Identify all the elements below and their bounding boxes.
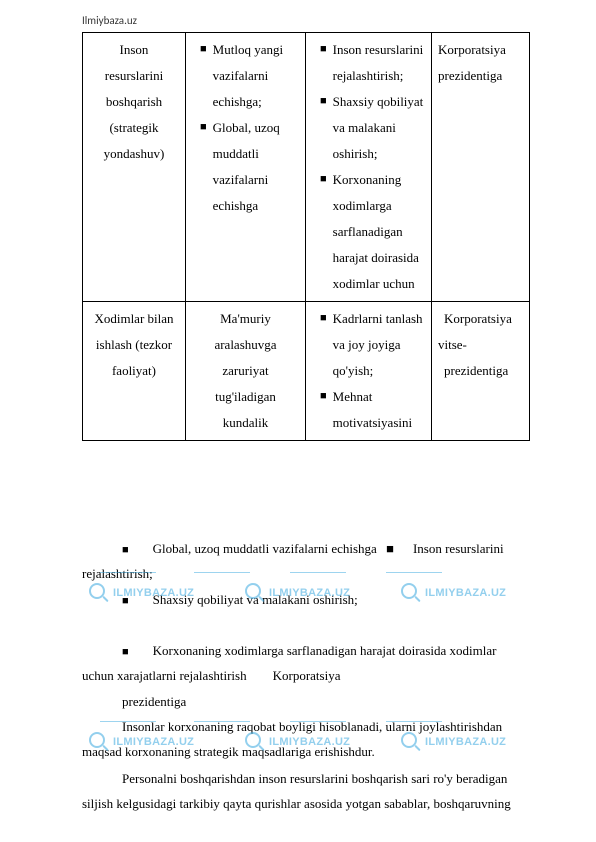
text: Korporatsiya: [273, 668, 341, 683]
cell-r1c4: Korporatsiya prezidentiga: [432, 33, 530, 302]
search-icon: [400, 731, 422, 753]
page-header: Ilmiybaza.uz: [82, 14, 137, 27]
watermark-text: ILMIYBAZA.UZ: [425, 736, 506, 748]
bullet-icon: ■: [320, 89, 327, 114]
watermark-text: ILMIYBAZA.UZ: [269, 587, 350, 599]
bullet-item: ■Shaxsiy qobiliyat va malakani oshirish;: [312, 89, 425, 167]
cell-line: prezidentiga: [438, 63, 523, 89]
cell-line: (strategik: [89, 115, 179, 141]
search-icon: [244, 582, 266, 604]
watermark: ILMIYBAZA.UZ: [244, 731, 350, 753]
bullet-text: Shaxsiy qobiliyat va malakani oshirish;: [333, 89, 425, 167]
bullet-text: Inson resurslarini rejalashtirish;: [333, 37, 425, 89]
cell-line: Xodimlar bilan: [89, 306, 179, 332]
cell-r1c1: Inson resurslarini boshqarish (strategik…: [83, 33, 186, 302]
cell-line: faoliyat): [89, 358, 179, 384]
bullet-text: Global, uzoq muddatli vazifalarni echish…: [213, 115, 299, 219]
text: Global, uzoq muddatli vazifalarni echish…: [153, 541, 377, 556]
bullet-item: ■Mehnat motivatsiyasini: [312, 384, 425, 436]
bullet-item: ■Inson resurslarini rejalashtirish;: [312, 37, 425, 89]
bullet-item: ■Kadrlarni tanlash va joy joyiga qo'yish…: [312, 306, 425, 384]
watermark-line: [194, 721, 250, 722]
watermark: ILMIYBAZA.UZ: [400, 582, 506, 604]
body-para-3: ■ Korxonaning xodimlarga sarflanadigan ha…: [82, 638, 529, 714]
watermark-line: [194, 572, 250, 573]
bullet-icon: ■: [200, 115, 207, 140]
text: uchun xarajatlarni rejalashtirish: [82, 668, 247, 683]
cell-r2c3: ■Kadrlarni tanlash va joy joyiga qo'yish…: [306, 302, 432, 441]
cell-line: ishlash (tezkor: [89, 332, 179, 358]
cell-line: Inson: [89, 37, 179, 63]
cell-line: kundalik: [192, 410, 299, 436]
watermark-line: [290, 572, 346, 573]
cell-line: vitse-: [438, 332, 523, 358]
cell-line: Korporatsiya: [438, 37, 523, 63]
bullet-icon: ■: [320, 167, 327, 192]
watermark-text: ILMIYBAZA.UZ: [113, 736, 194, 748]
text: Inson resurslarini: [413, 541, 504, 556]
bullet-item: ■Korxonaning xodimlarga sarflanadigan ha…: [312, 167, 425, 297]
bullet-text: Kadrlarni tanlash va joy joyiga qo'yish;: [333, 306, 425, 384]
table-row: Xodimlar bilan ishlash (tezkor faoliyat)…: [83, 302, 530, 441]
cell-line: resurslarini: [89, 63, 179, 89]
watermark-line: [290, 721, 346, 722]
watermark-line: [100, 572, 156, 573]
bullet-text: Korxonaning xodimlarga sarflanadigan har…: [333, 167, 425, 297]
cell-line: Korporatsiya: [438, 306, 523, 332]
main-table: Inson resurslarini boshqarish (strategik…: [82, 32, 530, 441]
watermark: ILMIYBAZA.UZ: [400, 731, 506, 753]
table-row: Inson resurslarini boshqarish (strategik…: [83, 33, 530, 302]
cell-line: boshqarish: [89, 89, 179, 115]
bullet-icon: ■: [320, 384, 327, 409]
watermark-text: ILMIYBAZA.UZ: [425, 587, 506, 599]
body-para-5: Personalni boshqarishdan inson resurslar…: [82, 766, 529, 817]
bullet-icon: ■: [122, 646, 129, 658]
cell-line: tug'iladigan: [192, 384, 299, 410]
cell-r2c4: Korporatsiya vitse- prezidentiga: [432, 302, 530, 441]
bullet-icon: ■: [122, 544, 129, 556]
watermark-line: [386, 572, 442, 573]
watermark: ILMIYBAZA.UZ: [88, 731, 194, 753]
bullet-icon: ■: [386, 541, 394, 556]
cell-line: yondashuv): [89, 141, 179, 167]
text: prezidentiga: [82, 689, 529, 714]
bullet-item: ■Global, uzoq muddatli vazifalarni echis…: [192, 115, 299, 219]
cell-r2c2: Ma'muriy aralashuvga zaruriyat tug'iladi…: [186, 302, 306, 441]
bullet-text: Mutloq yangi vazifalarni echishga;: [213, 37, 299, 115]
search-icon: [88, 582, 110, 604]
search-icon: [244, 731, 266, 753]
cell-r1c2: ■Mutloq yangi vazifalarni echishga; ■Glo…: [186, 33, 306, 302]
search-icon: [400, 582, 422, 604]
watermark: ILMIYBAZA.UZ: [88, 582, 194, 604]
bullet-icon: ■: [320, 37, 327, 62]
search-icon: [88, 731, 110, 753]
cell-line: aralashuvga: [192, 332, 299, 358]
cell-r1c3: ■Inson resurslarini rejalashtirish; ■Sha…: [306, 33, 432, 302]
text: Korxonaning xodimlarga sarflanadigan har…: [153, 643, 497, 658]
watermark-line: [386, 721, 442, 722]
cell-line: Ma'muriy: [192, 306, 299, 332]
watermark: ILMIYBAZA.UZ: [244, 582, 350, 604]
bullet-icon: ■: [320, 306, 327, 331]
watermark-text: ILMIYBAZA.UZ: [269, 736, 350, 748]
watermark-text: ILMIYBAZA.UZ: [113, 587, 194, 599]
text: Personalni boshqarishdan inson resurslar…: [82, 766, 529, 817]
cell-line: prezidentiga: [438, 358, 523, 384]
cell-line: zaruriyat: [192, 358, 299, 384]
bullet-text: Mehnat motivatsiyasini: [333, 384, 425, 436]
bullet-icon: ■: [200, 37, 207, 62]
watermark-line: [100, 721, 156, 722]
bullet-item: ■Mutloq yangi vazifalarni echishga;: [192, 37, 299, 115]
cell-r2c1: Xodimlar bilan ishlash (tezkor faoliyat): [83, 302, 186, 441]
